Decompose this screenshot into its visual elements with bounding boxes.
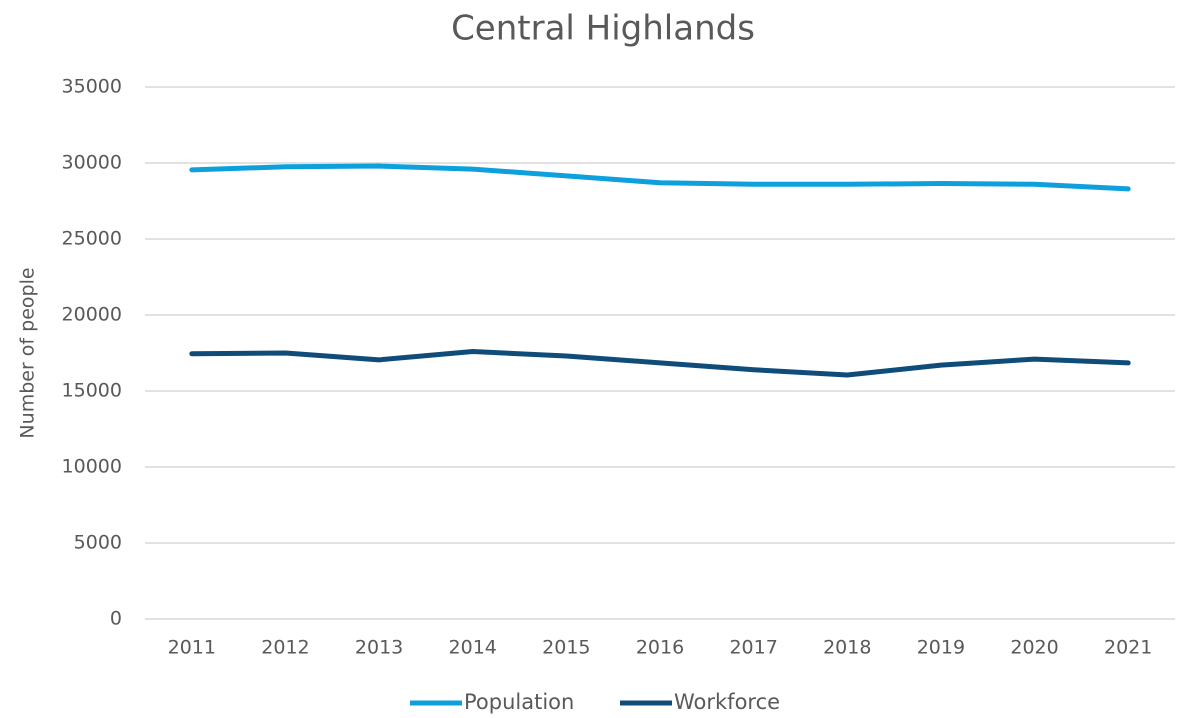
series-line [189,163,1131,192]
x-tick-label: 2021 [1104,637,1152,659]
chart-title: Central Highlands [451,9,755,49]
x-tick-label: 2020 [1010,637,1058,659]
x-tick-label: 2012 [261,637,309,659]
x-tick-label: 2017 [729,637,777,659]
x-tick-label: 2018 [823,637,871,659]
x-tick-label: 2014 [449,637,497,659]
y-tick-label: 25000 [62,228,122,250]
x-tick-label: 2019 [917,637,965,659]
x-tick-label: 2016 [636,637,684,659]
legend-label: Population [464,690,574,714]
legend-label: Workforce [674,690,780,714]
y-axis-label: Number of people [17,267,39,438]
y-tick-label: 10000 [62,456,122,478]
y-tick-label: 0 [110,608,122,630]
x-tick-label: 2011 [168,637,216,659]
y-tick-label: 20000 [62,304,122,326]
y-tick-label: 5000 [74,532,122,554]
x-tick-label: 2015 [542,637,590,659]
y-tick-label: 35000 [62,76,122,98]
y-tick-label: 30000 [62,152,122,174]
x-tick-label: 2013 [355,637,403,659]
y-tick-label: 15000 [62,380,122,402]
series-line [189,348,1131,378]
